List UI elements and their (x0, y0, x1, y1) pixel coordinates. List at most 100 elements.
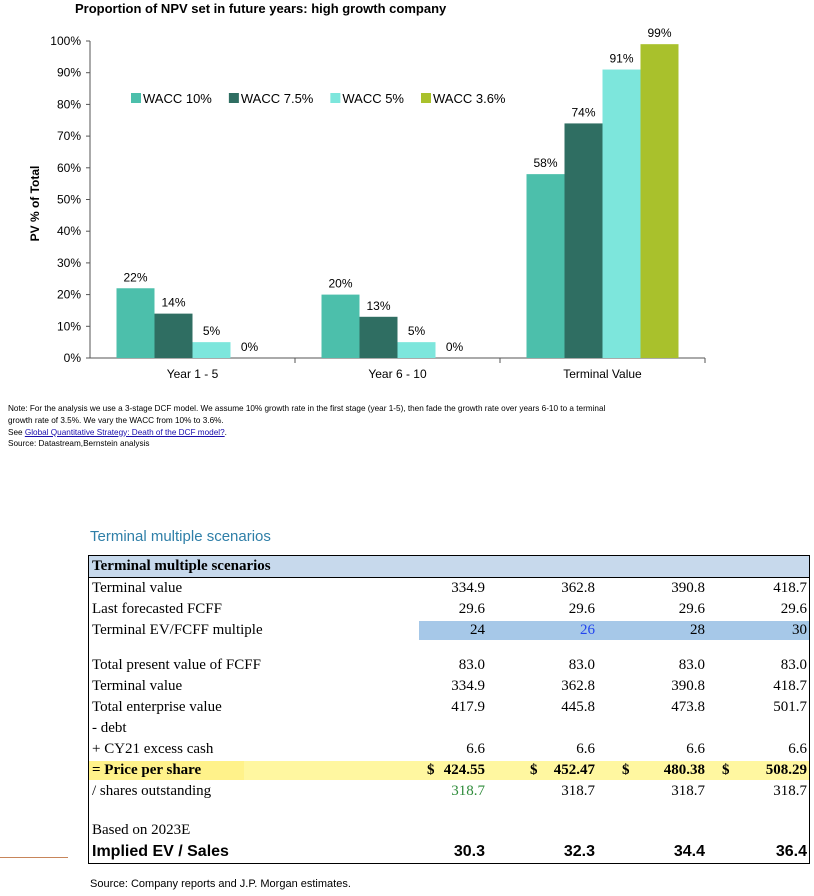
table-row-shares-outstanding: / shares outstanding 318.7 318.7 318.7 3… (89, 781, 809, 802)
data-label: 14% (161, 296, 185, 310)
row-label: Terminal EV/FCFF multiple (92, 622, 263, 638)
cell: 29.6 (780, 601, 807, 617)
x-tick-label: Terminal Value (563, 367, 642, 381)
npv-bar-chart: 0% 10% 20% 30% 40% 50% 60% 70% 80% 90% 100% PV % of… (28, 26, 706, 381)
table-row-total-ev: Total enterprise value 417.9 445.8 473.8… (89, 697, 809, 718)
cell: 418.7 (773, 580, 807, 596)
cell: 318.7 (561, 783, 595, 799)
note-see-prefix: See (8, 427, 25, 437)
side-rule (0, 857, 68, 858)
legend-entry: WACC 3.6% (433, 91, 506, 106)
row-label: Total present value of FCFF (92, 657, 261, 673)
row-label: Terminal value (92, 678, 183, 694)
row-highlight (419, 621, 809, 640)
cell: 473.8 (671, 699, 705, 715)
dcf-report-link[interactable]: Global Quantitative Strategy: Death of t… (24, 427, 225, 437)
cell: 29.6 (678, 601, 705, 617)
note-line-1: Note: For the analysis we use a 3-stage … (8, 404, 606, 413)
table-row-terminal-value-2: Terminal value 334.9 362.8 390.8 418.7 (89, 676, 809, 697)
row-label: - debt (92, 720, 127, 736)
bar (397, 342, 436, 358)
row-label: = Price per share (92, 762, 202, 778)
row-label: / shares outstanding (92, 783, 212, 799)
legend-swatch (421, 93, 431, 103)
cell: 417.9 (451, 699, 485, 715)
cell: 83.0 (780, 657, 807, 673)
currency-symbol: $ (622, 762, 630, 778)
table-row-price-per-share: = Price per share $ $ $ $ 424.55 452.47 … (89, 760, 809, 781)
bar (564, 123, 603, 358)
data-label: 5% (203, 324, 221, 338)
y-tick-label: 70% (57, 129, 81, 143)
row-label: + CY21 excess cash (92, 741, 214, 757)
bar (359, 316, 398, 358)
y-tick-label: 20% (57, 288, 81, 302)
cell: 318.7 (773, 783, 807, 799)
cell: 30.3 (453, 843, 485, 860)
y-tick-label: 40% (57, 224, 81, 238)
note-line-2: growth rate of 3.5%. We vary the WACC fr… (8, 415, 224, 425)
y-tick-label: 100% (50, 34, 81, 48)
cell: 445.8 (561, 699, 595, 715)
bar (116, 288, 155, 358)
cell: 83.0 (458, 657, 485, 673)
table-row-last-fcff: Last forecasted FCFF 29.6 29.6 29.6 29.6 (89, 599, 809, 620)
data-label: 13% (366, 299, 390, 313)
bar (526, 174, 565, 358)
cell: 28 (690, 622, 705, 638)
row-label: Total enterprise value (92, 699, 222, 715)
cell: 34.4 (673, 843, 705, 860)
y-tick-label: 50% (57, 193, 81, 207)
cell: 480.38 (663, 762, 705, 778)
table-header: Terminal multiple scenarios (89, 556, 809, 578)
data-label: 0% (241, 340, 259, 354)
cell: 390.8 (671, 678, 705, 694)
legend-swatch (131, 93, 141, 103)
data-label: 99% (647, 26, 671, 40)
terminal-multiple-table: Terminal multiple scenarios Terminal val… (88, 555, 810, 864)
cell: 424.55 (443, 762, 485, 778)
cell-selected-multiple: 26 (580, 622, 595, 638)
cell: 30 (792, 622, 807, 638)
table-row-excess-cash: + CY21 excess cash 6.6 6.6 6.6 6.6 (89, 739, 809, 760)
cell: 508.29 (765, 762, 807, 778)
cell: 83.0 (568, 657, 595, 673)
cell: 6.6 (686, 741, 705, 757)
cell: 390.8 (671, 580, 705, 596)
cell: 29.6 (458, 601, 485, 617)
data-label: 58% (533, 156, 557, 170)
chart-title: Proportion of NPV set in future years: h… (75, 1, 447, 16)
data-label: 20% (328, 277, 352, 291)
table-row-debt: - debt (89, 718, 809, 739)
currency-symbol: $ (530, 762, 538, 778)
data-label: 5% (408, 324, 426, 338)
row-label: Implied EV / Sales (92, 843, 229, 860)
table-source: Source: Company reports and J.P. Morgan … (90, 878, 351, 890)
table-row-implied-ev-sales: Implied EV / Sales 30.3 32.3 34.4 36.4 (89, 841, 809, 863)
y-tick-label: 30% (57, 256, 81, 270)
currency-symbol: $ (722, 762, 730, 778)
y-tick-label: 60% (57, 161, 81, 175)
cell: 83.0 (678, 657, 705, 673)
table-row-based-on: Based on 2023E (89, 820, 809, 841)
y-tick-label: 0% (64, 351, 82, 365)
legend-entry: WACC 7.5% (241, 91, 314, 106)
cell: 6.6 (788, 741, 807, 757)
note-source: Source: Datastream,Bernstein analysis (8, 439, 150, 449)
chart-notes: Note: For the analysis we use a 3-stage … (8, 403, 808, 450)
cell: 362.8 (561, 580, 595, 596)
row-highlight (89, 761, 809, 780)
cell: 6.6 (466, 741, 485, 757)
row-label: Last forecasted FCFF (92, 601, 222, 617)
cell: 29.6 (568, 601, 595, 617)
table-row-terminal-value: Terminal value 334.9 362.8 390.8 418.7 (89, 578, 809, 599)
y-tick-label: 10% (57, 319, 81, 333)
y-tick-label: 90% (57, 66, 81, 80)
data-label: 91% (609, 52, 633, 66)
x-tick-label: Year 6 - 10 (368, 367, 427, 381)
row-label: Based on 2023E (92, 822, 191, 838)
table-row-ev-fcff-multiple: Terminal EV/FCFF multiple 24 26 28 30 (89, 620, 809, 641)
bar (192, 342, 231, 358)
bar (154, 313, 193, 358)
x-tick-label: Year 1 - 5 (167, 367, 219, 381)
